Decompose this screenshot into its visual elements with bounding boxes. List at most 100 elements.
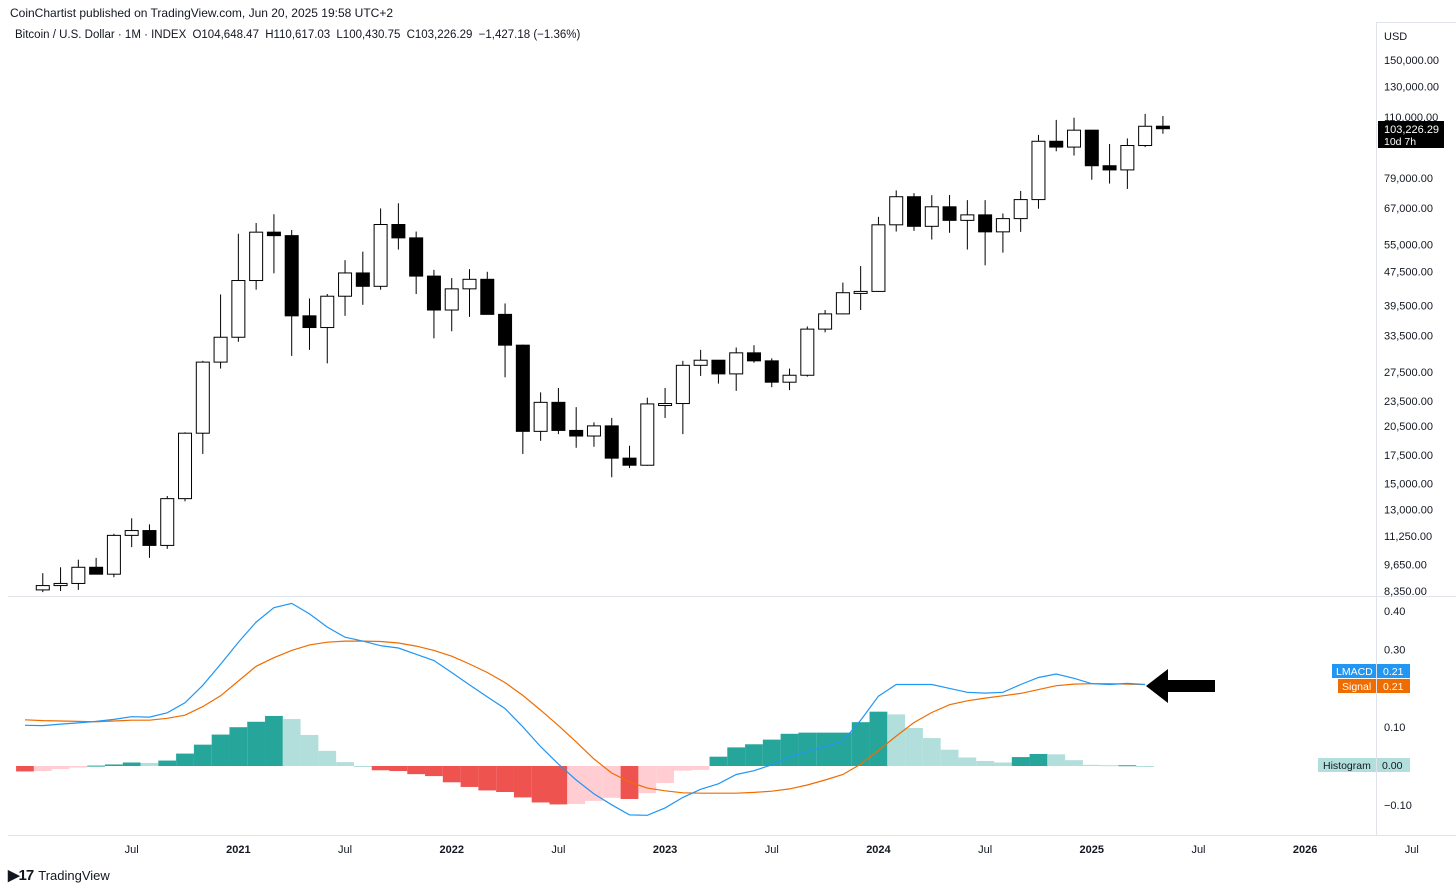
price-tick-label: 67,000.00 — [1384, 203, 1433, 215]
price-tick-label: 9,650.00 — [1384, 559, 1427, 571]
candle — [907, 193, 921, 231]
candle — [533, 392, 548, 441]
histogram-bar — [940, 749, 959, 766]
histogram-bar — [105, 764, 123, 766]
candle-body — [622, 457, 637, 466]
histogram-bar — [1029, 753, 1048, 766]
candle — [658, 387, 673, 418]
macd-tick-label: 0.40 — [1384, 606, 1405, 618]
candle — [622, 445, 637, 469]
candle — [1067, 117, 1082, 156]
high-value: H110,617.03 — [265, 29, 331, 41]
price-tick-label: 13,000.00 — [1384, 505, 1433, 517]
candle — [871, 216, 886, 292]
price-tick-label: 130,000.00 — [1384, 81, 1439, 93]
candle — [391, 203, 406, 250]
signal-label-text: Signal — [1342, 681, 1371, 693]
candle — [302, 298, 317, 350]
time-axis-ticks: Jul 2021 Jul 2022 Jul 2023 Jul 2024 Jul 2025 Jul 20… — [125, 844, 1419, 856]
candle-body — [782, 374, 797, 383]
histogram-bar — [958, 757, 977, 766]
price-tick-label: 33,500.00 — [1384, 331, 1433, 343]
candle-body — [195, 361, 210, 434]
macd-tick-label: −0.10 — [1384, 800, 1412, 812]
histogram-bar — [816, 732, 834, 766]
price-tick-label: 79,000.00 — [1384, 173, 1433, 185]
time-tick-label: 2021 — [226, 844, 250, 856]
price-tick-label: 11,250.00 — [1384, 531, 1432, 543]
candle-body — [960, 214, 975, 221]
histogram-bar — [300, 734, 319, 766]
candle — [746, 345, 761, 363]
candle-body — [338, 272, 353, 297]
candle-body — [1155, 125, 1170, 130]
histogram-bar — [656, 766, 674, 784]
symbol-legend[interactable]: Bitcoin / U.S. Dollar · 1M · INDEX O104,… — [15, 29, 583, 41]
candle-body — [266, 231, 281, 237]
candle — [515, 344, 530, 454]
histogram-bar — [851, 722, 870, 766]
candle-body — [249, 231, 264, 282]
candle-body — [764, 360, 779, 383]
histogram-bar — [549, 766, 568, 805]
candle-body — [409, 237, 424, 277]
candle — [284, 229, 299, 356]
candle-body — [178, 432, 193, 500]
candle — [160, 495, 175, 549]
candle — [800, 326, 815, 377]
time-tick-label: Jul — [1191, 844, 1205, 856]
candle-body — [373, 224, 388, 287]
histogram-bar — [282, 719, 301, 766]
candle-body — [426, 275, 441, 311]
lmacd-value-text: 0.21 — [1383, 666, 1404, 678]
candle — [1102, 143, 1117, 184]
candle-body — [1138, 125, 1153, 147]
candle — [1031, 134, 1046, 209]
candle — [764, 358, 779, 388]
histogram-bar — [442, 766, 461, 783]
candle — [142, 524, 157, 558]
candle-body — [320, 295, 335, 329]
histogram-bar — [336, 762, 354, 766]
candle-body — [142, 530, 157, 546]
candle-body — [658, 403, 673, 407]
candle — [444, 278, 459, 332]
histogram-bar — [798, 732, 817, 766]
signal-line — [24, 640, 1146, 794]
time-tick-label: 2026 — [1293, 844, 1317, 856]
histogram-bar — [229, 727, 248, 766]
candle-body — [391, 224, 406, 239]
histogram-bar — [887, 714, 906, 766]
candle — [889, 190, 904, 232]
candle — [782, 368, 797, 391]
candle — [924, 195, 939, 240]
candle-body — [533, 401, 548, 432]
candle-body — [302, 315, 317, 329]
candle — [320, 294, 335, 364]
price-tick-label: 17,500.00 — [1384, 450, 1433, 462]
candle-body — [1067, 129, 1082, 148]
close-value: C103,226.29 — [406, 29, 473, 41]
histogram-bar — [673, 766, 692, 771]
candle — [462, 269, 477, 317]
candle — [355, 251, 370, 305]
candle-body — [675, 364, 690, 405]
brand-name: TradingView — [38, 867, 110, 883]
candle — [853, 266, 868, 311]
candle-body — [853, 290, 868, 294]
histogram-bar — [1082, 764, 1101, 766]
candle — [1084, 129, 1099, 180]
candle-body — [729, 352, 744, 375]
macd-tick-label: 0.10 — [1384, 722, 1405, 734]
candle — [1138, 113, 1153, 148]
histogram-bar — [762, 739, 781, 766]
histogram-bar — [407, 766, 426, 775]
currency-label[interactable]: USD — [1384, 31, 1407, 43]
candle — [995, 213, 1010, 253]
histogram-bar — [247, 721, 266, 766]
histogram-bar — [318, 750, 337, 766]
histogram-bar — [460, 766, 479, 787]
time-tick-label: Jul — [551, 844, 565, 856]
candle — [35, 573, 50, 593]
